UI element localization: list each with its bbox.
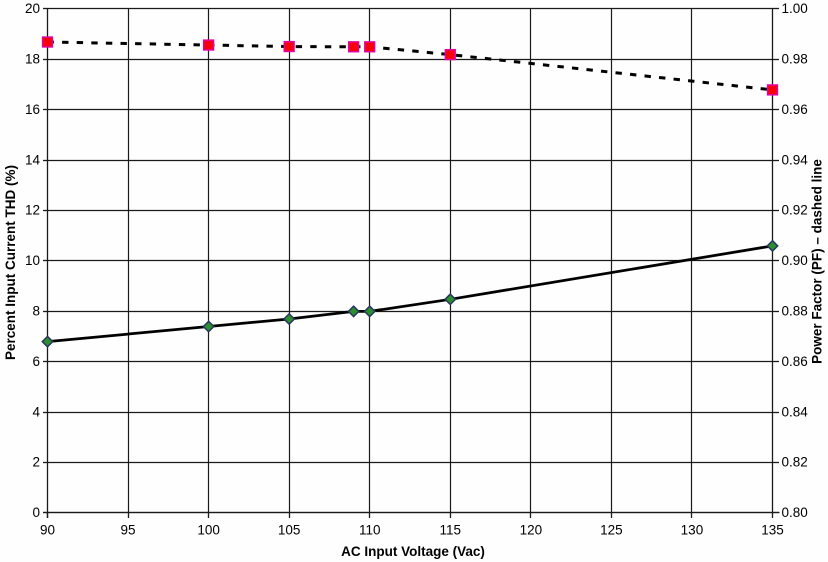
svg-text:0.86: 0.86 [782, 354, 808, 369]
svg-text:0.94: 0.94 [782, 152, 809, 167]
svg-text:115: 115 [440, 523, 462, 538]
svg-text:90: 90 [40, 523, 55, 538]
svg-text:105: 105 [278, 523, 301, 538]
svg-text:16: 16 [25, 102, 40, 117]
svg-text:AC Input Voltage (Vac): AC Input Voltage (Vac) [341, 544, 485, 559]
svg-text:8: 8 [32, 304, 40, 319]
svg-text:0.98: 0.98 [782, 52, 808, 67]
svg-text:20: 20 [25, 1, 40, 16]
svg-text:18: 18 [25, 52, 40, 67]
svg-text:135: 135 [761, 523, 784, 538]
svg-text:125: 125 [600, 523, 623, 538]
svg-text:0.90: 0.90 [782, 253, 808, 268]
svg-text:0.84: 0.84 [782, 404, 809, 419]
svg-text:110: 110 [359, 523, 381, 538]
svg-text:0.82: 0.82 [782, 455, 808, 470]
svg-text:100: 100 [197, 523, 220, 538]
svg-text:12: 12 [25, 203, 40, 218]
svg-text:95: 95 [121, 523, 136, 538]
svg-text:0.80: 0.80 [782, 505, 808, 520]
svg-text:6: 6 [32, 354, 40, 369]
svg-text:10: 10 [25, 253, 40, 268]
svg-text:0.88: 0.88 [782, 304, 808, 319]
svg-text:0.96: 0.96 [782, 102, 808, 117]
svg-text:14: 14 [25, 152, 41, 167]
svg-text:4: 4 [32, 404, 40, 419]
svg-text:120: 120 [520, 523, 543, 538]
svg-text:1.00: 1.00 [782, 1, 808, 16]
svg-text:0.92: 0.92 [782, 203, 808, 218]
svg-text:130: 130 [681, 523, 704, 538]
svg-text:Percent Input Current THD (%): Percent Input Current THD (%) [3, 165, 18, 360]
svg-text:2: 2 [32, 455, 40, 470]
svg-text:Power Factor (PF) – dashed lin: Power Factor (PF) – dashed line [809, 159, 824, 364]
svg-text:0: 0 [32, 505, 40, 520]
